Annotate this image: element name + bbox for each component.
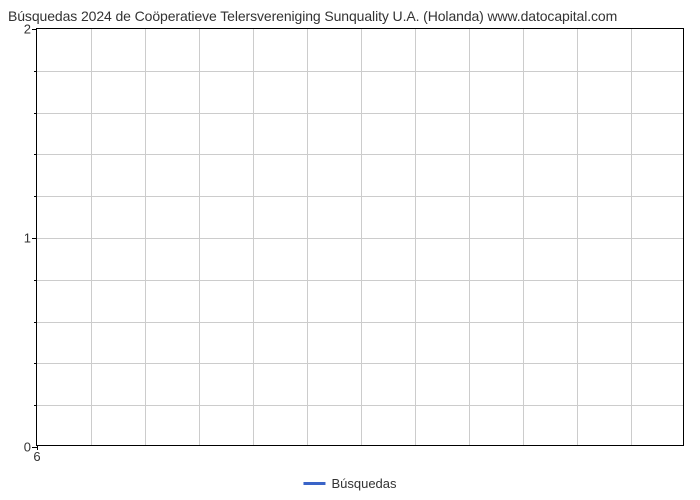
gridline-horizontal-major [37,238,683,239]
gridline-vertical [631,29,632,445]
gridline-vertical [199,29,200,445]
gridline-horizontal-minor [37,196,683,197]
gridline-vertical [415,29,416,445]
chart-container: Búsquedas 2024 de Coöperatieve Telersver… [8,8,692,492]
y-tick-mark [32,29,37,30]
gridline-vertical [469,29,470,445]
legend: Búsquedas [303,476,396,491]
y-minor-tick-mark [34,322,37,323]
gridline-horizontal-minor [37,405,683,406]
gridline-horizontal-minor [37,71,683,72]
y-minor-tick-mark [34,280,37,281]
legend-swatch [303,482,325,485]
x-tick-label: 6 [33,449,40,464]
plot-area: 0126 [36,28,684,446]
x-tick-mark [37,445,38,450]
gridline-horizontal-minor [37,363,683,364]
legend-label: Búsquedas [331,476,396,491]
gridline-vertical [361,29,362,445]
y-minor-tick-mark [34,154,37,155]
gridline-vertical [91,29,92,445]
gridline-vertical [253,29,254,445]
gridline-horizontal-minor [37,322,683,323]
y-tick-label: 2 [24,22,31,37]
y-minor-tick-mark [34,363,37,364]
gridline-vertical [577,29,578,445]
gridline-horizontal-minor [37,280,683,281]
gridline-vertical [307,29,308,445]
gridline-vertical [523,29,524,445]
gridline-horizontal-minor [37,113,683,114]
y-minor-tick-mark [34,405,37,406]
y-tick-label: 0 [24,440,31,455]
y-minor-tick-mark [34,113,37,114]
gridline-vertical [145,29,146,445]
y-minor-tick-mark [34,71,37,72]
y-minor-tick-mark [34,196,37,197]
gridline-horizontal-minor [37,154,683,155]
y-tick-label: 1 [24,231,31,246]
y-tick-mark [32,238,37,239]
chart-title: Búsquedas 2024 de Coöperatieve Telersver… [8,8,692,24]
